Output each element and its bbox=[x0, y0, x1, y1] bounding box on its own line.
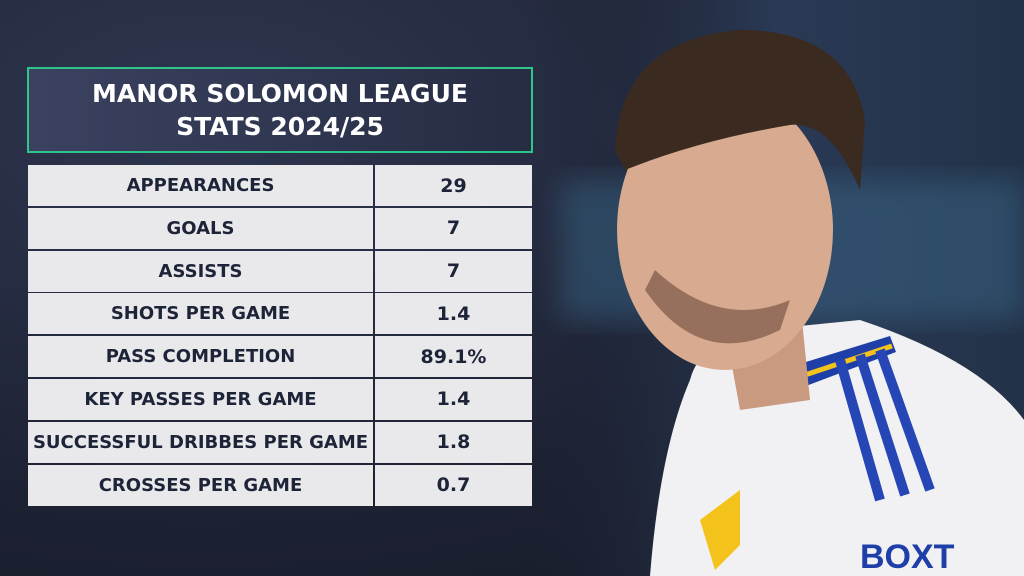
stat-value: 89.1% bbox=[375, 336, 532, 378]
stat-label: PASS COMPLETION bbox=[28, 336, 373, 378]
table-row: SHOTS PER GAME 1.4 bbox=[28, 293, 532, 335]
stat-label: GOALS bbox=[28, 207, 373, 249]
stat-value: 29 bbox=[375, 165, 532, 206]
stat-label: CROSSES PER GAME bbox=[28, 464, 373, 506]
stat-value: 0.7 bbox=[375, 464, 532, 506]
stat-value: 1.4 bbox=[375, 293, 532, 335]
stat-label: ASSISTS bbox=[28, 250, 373, 292]
table-row: KEY PASSES PER GAME 1.4 bbox=[28, 378, 532, 420]
stat-value: 1.8 bbox=[375, 421, 532, 463]
title: MANOR SOLOMON LEAGUE STATS 2024/25 bbox=[92, 79, 468, 141]
stat-label: APPEARANCES bbox=[28, 165, 373, 206]
table-row: CROSSES PER GAME 0.7 bbox=[28, 464, 532, 506]
table-row: PASS COMPLETION 89.1% bbox=[28, 336, 532, 378]
stat-label: SHOTS PER GAME bbox=[28, 293, 373, 335]
stat-value: 7 bbox=[375, 207, 532, 249]
stat-label: SUCCESSFUL DRIBBES PER GAME bbox=[28, 421, 373, 463]
stat-label: KEY PASSES PER GAME bbox=[28, 378, 373, 420]
table-row: ASSISTS 7 bbox=[28, 250, 532, 292]
table-row: SUCCESSFUL DRIBBES PER GAME 1.8 bbox=[28, 421, 532, 463]
stat-value: 7 bbox=[375, 250, 532, 292]
stats-table: APPEARANCES 29 GOALS 7 ASSISTS 7 SHOTS PER GAM… bbox=[28, 165, 532, 507]
stat-value: 1.4 bbox=[375, 378, 532, 420]
sponsor-logo: BOXT bbox=[860, 538, 955, 576]
table-row: GOALS 7 bbox=[28, 207, 532, 249]
table-row: APPEARANCES 29 bbox=[28, 165, 532, 206]
title-box: MANOR SOLOMON LEAGUE STATS 2024/25 bbox=[27, 67, 533, 153]
